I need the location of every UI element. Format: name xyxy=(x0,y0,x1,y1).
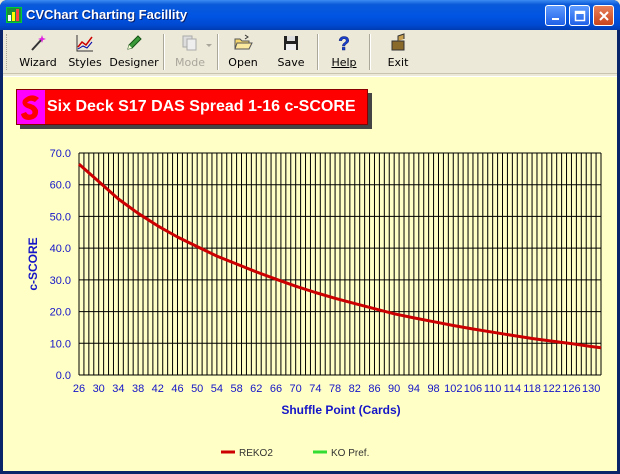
y-tick-label: 70.0 xyxy=(50,148,71,160)
x-tick-label: 46 xyxy=(171,383,183,395)
x-tick-label: 26 xyxy=(73,383,85,395)
client-area: Wizard Styles Designer Mode xyxy=(3,30,617,471)
series-lines xyxy=(78,162,602,350)
mode-dropdown-arrow-icon[interactable] xyxy=(206,44,212,48)
save-button[interactable]: Save xyxy=(271,33,311,71)
open-label: Open xyxy=(228,56,258,69)
exit-button[interactable]: Exit xyxy=(379,33,417,71)
styles-label: Styles xyxy=(68,56,102,69)
y-axis-ticks: 0.0 10.0 20.0 30.0 40.0 50.0 60.0 70.0 xyxy=(50,148,71,382)
toolbar: Wizard Styles Designer Mode xyxy=(3,30,617,74)
x-tick-label: 50 xyxy=(191,383,203,395)
x-tick-label: 82 xyxy=(349,383,361,395)
toolbar-separator xyxy=(369,34,371,70)
x-tick-label: 30 xyxy=(93,383,105,395)
logo-icon xyxy=(17,90,45,124)
mode-label: Mode xyxy=(175,56,205,69)
svg-text:?: ? xyxy=(338,34,350,53)
y-tick-label: 10.0 xyxy=(50,338,71,350)
exit-icon xyxy=(391,33,405,51)
legend-label: REKO2 xyxy=(239,448,273,459)
legend-label: KO Pref. xyxy=(331,448,369,459)
y-tick-label: 20.0 xyxy=(50,307,71,319)
close-icon xyxy=(598,10,609,21)
x-tick-label: 58 xyxy=(230,383,242,395)
maximize-icon xyxy=(574,10,585,21)
maximize-button[interactable] xyxy=(569,5,590,26)
x-tick-label: 38 xyxy=(132,383,144,395)
toolbar-grip[interactable] xyxy=(6,34,9,70)
mode-copy-icon xyxy=(182,35,197,51)
designer-label: Designer xyxy=(109,56,159,69)
mode-button[interactable]: Mode xyxy=(167,33,213,71)
series-line-reko2 xyxy=(78,162,602,350)
chart-area: Six Deck S17 DAS Spread 1-16 c-SCORE 0.0… xyxy=(3,76,617,471)
x-tick-label: 42 xyxy=(152,383,164,395)
x-tick-label: 114 xyxy=(504,383,522,395)
chart-styles-icon xyxy=(76,35,93,52)
app-chart-icon[interactable] xyxy=(6,7,22,23)
save-label: Save xyxy=(277,56,305,69)
open-folder-icon xyxy=(234,34,253,50)
x-tick-label: 102 xyxy=(444,383,462,395)
line-chart: 0.0 10.0 20.0 30.0 40.0 50.0 60.0 70.0 26 30 34 38… xyxy=(26,148,602,459)
help-question-icon: ? xyxy=(338,34,350,53)
title-bar[interactable]: CVChart Charting Facillity xyxy=(0,0,620,30)
chart-title-banner: Six Deck S17 DAS Spread 1-16 c-SCORE xyxy=(16,89,368,125)
x-tick-label: 66 xyxy=(270,383,282,395)
x-tick-label: 118 xyxy=(523,383,541,395)
x-tick-label: 98 xyxy=(427,383,439,395)
x-tick-label: 54 xyxy=(211,383,223,395)
minimize-button[interactable] xyxy=(545,5,566,26)
y-tick-label: 30.0 xyxy=(50,275,71,287)
x-axis-ticks: 26 30 34 38 42 46 50 54 58 62 66 70 74 78 82 86 90 94 98 10… xyxy=(73,383,600,395)
styles-button[interactable]: Styles xyxy=(65,33,105,71)
save-disk-icon xyxy=(284,36,298,50)
legend: REKO2 KO Pref. xyxy=(221,448,369,459)
window-title: CVChart Charting Facillity xyxy=(26,7,188,22)
x-tick-label: 86 xyxy=(368,383,380,395)
x-tick-label: 90 xyxy=(388,383,400,395)
help-label: Help xyxy=(331,56,357,69)
wizard-label: Wizard xyxy=(19,56,57,69)
help-button[interactable]: ? Help xyxy=(325,33,363,71)
designer-button[interactable]: Designer xyxy=(109,33,159,71)
x-tick-label: 122 xyxy=(543,383,561,395)
toolbar-separator xyxy=(317,34,319,70)
toolbar-separator xyxy=(217,34,219,70)
horizontal-grid xyxy=(79,152,601,376)
x-tick-label: 74 xyxy=(309,383,321,395)
exit-label: Exit xyxy=(387,56,409,69)
y-axis-label: c-SCORE xyxy=(26,237,40,290)
close-button[interactable] xyxy=(593,5,614,26)
x-tick-label: 130 xyxy=(582,383,600,395)
x-axis-label: Shuffle Point (Cards) xyxy=(281,403,400,417)
y-tick-label: 50.0 xyxy=(50,211,71,223)
minimize-icon xyxy=(551,17,559,20)
x-tick-label: 126 xyxy=(562,383,580,395)
wizard-button[interactable]: Wizard xyxy=(15,33,61,71)
x-tick-label: 70 xyxy=(290,383,302,395)
x-tick-label: 94 xyxy=(408,383,420,395)
x-tick-label: 34 xyxy=(112,383,124,395)
x-tick-label: 106 xyxy=(464,383,482,395)
x-tick-label: 62 xyxy=(250,383,262,395)
x-tick-label: 78 xyxy=(329,383,341,395)
wizard-wand-icon xyxy=(31,35,46,51)
designer-pen-icon xyxy=(127,35,142,50)
toolbar-separator xyxy=(163,34,165,70)
y-tick-label: 0.0 xyxy=(56,370,71,382)
y-tick-label: 40.0 xyxy=(50,243,71,255)
y-tick-label: 60.0 xyxy=(50,180,71,192)
vertical-grid xyxy=(78,153,602,375)
chart-title: Six Deck S17 DAS Spread 1-16 c-SCORE xyxy=(47,98,356,115)
x-tick-label: 110 xyxy=(484,383,502,395)
open-button[interactable]: Open xyxy=(223,33,263,71)
